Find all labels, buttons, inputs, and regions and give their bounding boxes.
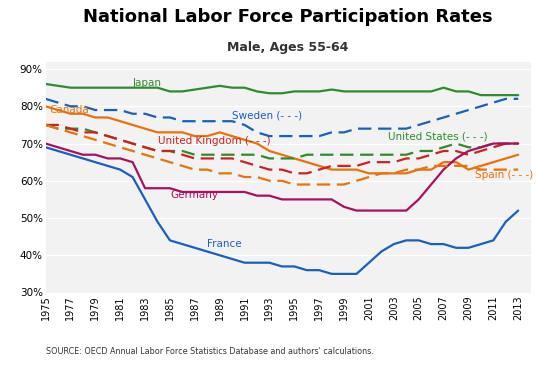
Text: Sweden (- - -): Sweden (- - -) (232, 111, 302, 121)
Text: United Kingdom (- - -): United Kingdom (- - -) (158, 136, 270, 145)
Text: France: France (207, 239, 242, 249)
Text: Japan: Japan (132, 78, 162, 88)
Text: Male, Ages 55-64: Male, Ages 55-64 (227, 41, 349, 54)
Text: SOURCE: OECD Annual Labor Force Statistics Database and authors' calculations.: SOURCE: OECD Annual Labor Force Statisti… (46, 347, 373, 356)
Text: National Labor Force Participation Rates: National Labor Force Participation Rates (83, 8, 493, 26)
Text: Germany: Germany (170, 190, 218, 200)
Text: Federal Reserve Bank of St. Louis: Federal Reserve Bank of St. Louis (6, 372, 203, 381)
Text: Canada: Canada (49, 105, 89, 115)
Text: United States (- - -): United States (- - -) (388, 131, 487, 141)
Text: Spain (- - -): Spain (- - -) (475, 170, 533, 180)
